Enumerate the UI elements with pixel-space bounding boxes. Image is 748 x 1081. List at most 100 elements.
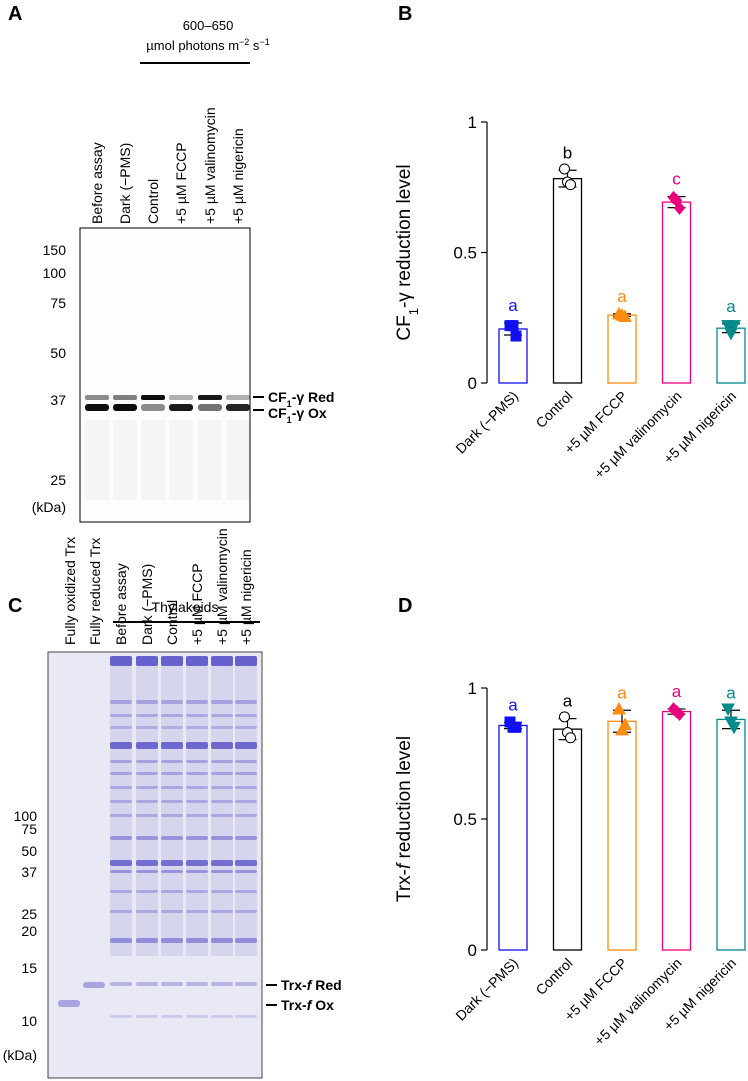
gel-band (136, 870, 158, 873)
gel-band (161, 910, 183, 913)
gel-band (226, 395, 250, 400)
gel-band (198, 404, 222, 411)
gel-band (110, 836, 132, 840)
gel-band (161, 700, 183, 704)
y-tick-label: 1 (468, 113, 477, 132)
gel-band (161, 814, 183, 817)
gel-band (136, 656, 158, 666)
gel-band (161, 760, 183, 763)
gel-header: 600–650 (183, 18, 234, 33)
y-axis-label-part: Trx- (394, 869, 415, 902)
band-label-part: f (307, 997, 313, 1013)
mw-marker: (kDa) (32, 499, 66, 515)
band-label-part: f (307, 977, 313, 993)
gel-band (136, 1015, 158, 1018)
gel-band (235, 814, 257, 817)
mw-marker: 100 (43, 265, 67, 281)
significance-letter: b (563, 143, 572, 162)
significance-letter: a (726, 683, 736, 702)
gel-band (186, 786, 208, 789)
gel-band (186, 800, 208, 803)
band-label: CF1-γ Red (268, 389, 334, 409)
gel-band (161, 772, 183, 775)
gel-band (110, 656, 132, 666)
gel-band (141, 404, 165, 411)
bar (716, 718, 746, 951)
data-point (559, 163, 570, 175)
gel-band (110, 814, 132, 817)
significance-letter: a (508, 296, 518, 315)
gel-band (161, 870, 183, 873)
gel-smear (235, 656, 257, 956)
mw-marker: 37 (50, 392, 66, 408)
x-tick-label: Dark (−PMS) (452, 388, 521, 457)
gel-band (186, 890, 208, 893)
gel-band (110, 938, 132, 943)
gel-band (235, 656, 257, 666)
gel-smear (141, 420, 165, 500)
gel-header-part: −2 (239, 37, 249, 47)
gel-band (235, 860, 257, 866)
gel-band (85, 404, 109, 411)
band-label-part: Ox (311, 997, 334, 1013)
lane-label: Fully reduced Trx (87, 538, 103, 645)
gel-band (211, 656, 233, 666)
gel-band (161, 982, 183, 986)
data-point (507, 320, 519, 332)
bar (552, 177, 583, 384)
gel-band (186, 860, 208, 866)
gel-band (136, 800, 158, 803)
gel-smear (161, 656, 183, 956)
significance-letter: a (726, 297, 736, 316)
gel-smear (198, 420, 222, 500)
gel-band (211, 890, 233, 893)
gel-band (136, 714, 158, 717)
gel-band (161, 800, 183, 803)
gel-band (211, 726, 233, 729)
mw-marker: 37 (21, 864, 37, 880)
gel-band (113, 404, 137, 411)
gel-image (79, 227, 251, 523)
data-point (510, 330, 522, 342)
gel-band (235, 982, 257, 986)
gel-band (136, 760, 158, 763)
gel-band (235, 760, 257, 763)
gel-band (136, 860, 158, 866)
lane-label: +5 µM valinomycin (214, 528, 230, 645)
gel-band (161, 938, 183, 943)
mw-marker: 50 (21, 843, 37, 859)
significance-letter: a (508, 695, 518, 714)
gel-smear (211, 656, 233, 956)
data-point (510, 721, 522, 733)
data-point (721, 703, 735, 717)
lane-label: +5 µM valinomycin (202, 107, 218, 224)
gel-band (136, 982, 158, 986)
gel-header: Thylakoids (152, 599, 219, 615)
data-point (673, 707, 686, 721)
band-label-part: CF (268, 389, 287, 405)
lane-label: Control (145, 179, 161, 224)
bar (552, 728, 583, 951)
lane-label: Before assay (89, 142, 105, 224)
gel-band (85, 395, 109, 400)
band-label-part: Trx- (281, 997, 307, 1013)
gel-band (110, 726, 132, 729)
gel-band (235, 890, 257, 893)
gel-band (110, 700, 132, 704)
band-label-part: Trx- (281, 977, 307, 993)
gel-band (136, 910, 158, 913)
panel-label: A (8, 3, 22, 25)
gel-band (211, 870, 233, 873)
gel-band (161, 1015, 183, 1018)
significance-letter: a (617, 683, 627, 702)
gel-band (186, 870, 208, 873)
significance-letter: a (563, 692, 573, 711)
gel-header-part: −1 (259, 37, 269, 47)
mw-marker: 75 (50, 295, 66, 311)
gel-band (211, 836, 233, 840)
band-label-part: -γ Red (292, 389, 335, 405)
band-label: CF1-γ Ox (268, 405, 327, 425)
gel-band (211, 786, 233, 789)
gel-band (211, 742, 233, 749)
